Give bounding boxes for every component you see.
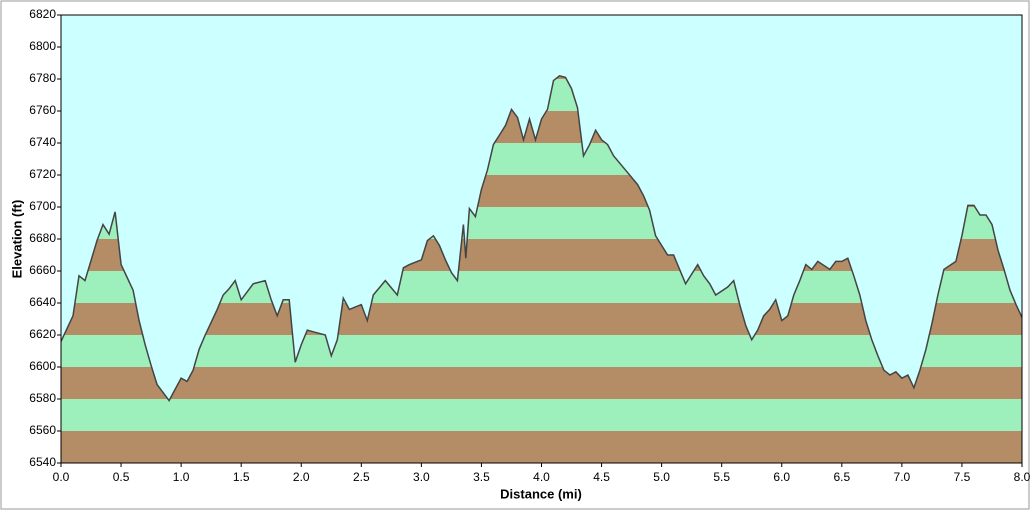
elevation-band [61, 335, 1022, 367]
x-tick-label: 5.5 [713, 470, 730, 484]
y-tick-label: 6820 [29, 7, 56, 21]
x-tick-label: 8.0 [1014, 470, 1031, 484]
x-tick-label: 1.0 [173, 470, 190, 484]
x-tick-label: 5.0 [653, 470, 670, 484]
y-tick-label: 6580 [29, 391, 56, 405]
y-tick-label: 6640 [29, 295, 56, 309]
x-tick-label: 2.5 [353, 470, 370, 484]
y-tick-label: 6680 [29, 231, 56, 245]
elevation-band [61, 431, 1022, 463]
y-tick-label: 6780 [29, 71, 56, 85]
elevation-line [60, 74, 1023, 402]
x-tick-label: 6.0 [773, 470, 790, 484]
y-tick-label: 6620 [29, 327, 56, 341]
y-tick-label: 6700 [29, 199, 56, 213]
y-tick-label: 6540 [29, 455, 56, 469]
elevation-band [61, 303, 1022, 335]
y-tick-label: 6740 [29, 135, 56, 149]
x-tick-label: 4.0 [533, 470, 550, 484]
y-tick-label: 6560 [29, 423, 56, 437]
x-tick-label: 6.5 [833, 470, 850, 484]
x-tick-label: 3.5 [473, 470, 490, 484]
y-tick-label: 6600 [29, 359, 56, 373]
x-tick-label: 1.5 [233, 470, 250, 484]
y-axis-title: Elevation (ft) [9, 200, 24, 279]
x-tick-label: 4.5 [593, 470, 610, 484]
y-tick-label: 6720 [29, 167, 56, 181]
x-tick-label: 0.5 [113, 470, 130, 484]
y-tick-label: 6660 [29, 263, 56, 277]
elevation-band [61, 367, 1022, 399]
x-tick-label: 2.0 [293, 470, 310, 484]
y-tick-label: 6800 [29, 39, 56, 53]
y-tick-label: 6760 [29, 103, 56, 117]
x-tick-label: 3.0 [413, 470, 430, 484]
x-tick-label: 0.0 [53, 470, 70, 484]
x-axis-title: Distance (mi) [500, 486, 582, 501]
x-tick-label: 7.5 [954, 470, 971, 484]
elevation-band [61, 399, 1022, 431]
x-tick-label: 7.0 [894, 470, 911, 484]
